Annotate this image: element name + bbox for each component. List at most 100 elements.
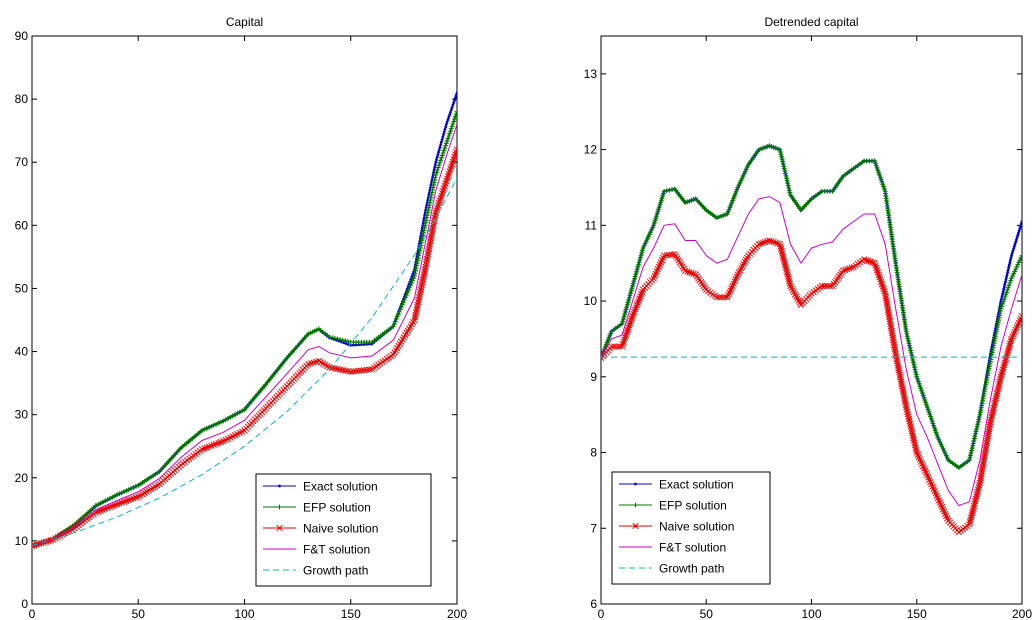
series-marker xyxy=(772,239,779,246)
series-marker xyxy=(873,163,879,169)
series-marker xyxy=(1004,289,1010,295)
series-marker xyxy=(408,283,413,288)
series-marker xyxy=(1020,220,1022,223)
series-marker xyxy=(1010,254,1013,258)
series-marker xyxy=(974,426,979,432)
series-marker xyxy=(905,415,913,423)
series-marker xyxy=(437,160,443,166)
series-marker xyxy=(988,414,995,421)
series-marker xyxy=(608,343,615,350)
legend-label: F&T solution xyxy=(659,541,726,555)
series-marker xyxy=(453,146,457,153)
series-marker xyxy=(821,282,828,290)
series-marker xyxy=(779,250,786,257)
series-marker xyxy=(921,395,927,401)
series-marker xyxy=(686,269,693,276)
series-marker xyxy=(1006,342,1013,350)
x-tick-label: 100 xyxy=(801,607,821,620)
series-marker xyxy=(1003,280,1007,284)
series-marker xyxy=(724,211,730,217)
series-marker xyxy=(1007,266,1011,269)
series-marker xyxy=(453,96,457,100)
series-marker xyxy=(442,130,446,134)
series-marker xyxy=(453,148,457,156)
series-marker xyxy=(1018,313,1022,320)
series-marker xyxy=(355,367,362,374)
series-marker xyxy=(450,121,456,127)
series-marker xyxy=(725,209,731,215)
series-marker xyxy=(437,148,441,152)
series-marker xyxy=(777,147,783,152)
series-marker xyxy=(731,193,737,199)
series-marker xyxy=(1015,236,1019,239)
series-marker xyxy=(906,338,911,344)
series-marker xyxy=(987,419,994,426)
series-marker xyxy=(426,196,430,199)
series-marker xyxy=(713,294,720,301)
series-marker xyxy=(972,495,979,503)
series-marker xyxy=(875,167,881,173)
series-marker xyxy=(916,381,922,387)
series-marker xyxy=(906,418,913,425)
series-marker xyxy=(1002,294,1008,300)
series-marker xyxy=(637,257,643,263)
series-marker xyxy=(915,379,921,384)
series-marker xyxy=(911,362,917,368)
series-marker xyxy=(651,220,657,226)
series-marker xyxy=(1005,287,1010,293)
legend-label: Growth path xyxy=(659,562,724,576)
series-marker xyxy=(443,140,449,146)
series-marker xyxy=(434,160,438,164)
series-marker xyxy=(778,149,783,155)
series-marker xyxy=(728,202,734,208)
series-marker xyxy=(972,433,978,439)
series-marker xyxy=(632,276,637,282)
series-marker xyxy=(924,404,930,410)
series-marker xyxy=(395,311,401,317)
series-marker xyxy=(606,335,612,341)
series-marker xyxy=(994,387,1001,395)
series-marker xyxy=(406,287,411,293)
series-marker xyxy=(1017,315,1022,322)
series-marker xyxy=(881,186,887,192)
series-marker xyxy=(782,264,789,271)
series-marker xyxy=(452,101,456,104)
series-marker xyxy=(914,374,920,380)
x-tick-label: 150 xyxy=(341,607,361,620)
y-tick-label: 8 xyxy=(590,446,597,460)
y-tick-label: 11 xyxy=(585,218,598,232)
series-marker xyxy=(784,273,792,280)
series-marker xyxy=(1009,275,1014,281)
series-marker xyxy=(975,484,982,491)
series-marker xyxy=(970,505,977,512)
series-marker xyxy=(783,173,789,179)
series-marker xyxy=(910,435,917,442)
series-marker xyxy=(911,442,919,449)
series-marker xyxy=(923,400,929,405)
series-marker xyxy=(872,158,878,164)
legend-item-growth-path: Growth path xyxy=(619,562,724,576)
series-marker xyxy=(332,335,338,341)
legend-label: Naive solution xyxy=(303,522,378,536)
series-marker xyxy=(967,455,973,461)
series-marker xyxy=(992,395,1000,402)
series-marker xyxy=(1004,349,1011,357)
series-marker xyxy=(1007,280,1013,286)
series-marker xyxy=(781,166,787,172)
series-marker xyxy=(999,303,1005,309)
y-tick-label: 50 xyxy=(15,281,29,295)
series-marker xyxy=(973,429,979,434)
series-marker xyxy=(661,188,667,194)
series-marker xyxy=(966,519,974,526)
series-marker xyxy=(991,399,999,407)
series-marker xyxy=(398,304,404,310)
series-marker xyxy=(441,148,447,153)
series-fandt-solution xyxy=(601,196,1022,507)
series-marker xyxy=(1014,238,1018,242)
series-marker xyxy=(902,401,909,408)
series-marker xyxy=(931,423,937,429)
series-marker xyxy=(878,177,884,183)
series-marker xyxy=(908,348,914,353)
series-marker xyxy=(425,201,429,205)
